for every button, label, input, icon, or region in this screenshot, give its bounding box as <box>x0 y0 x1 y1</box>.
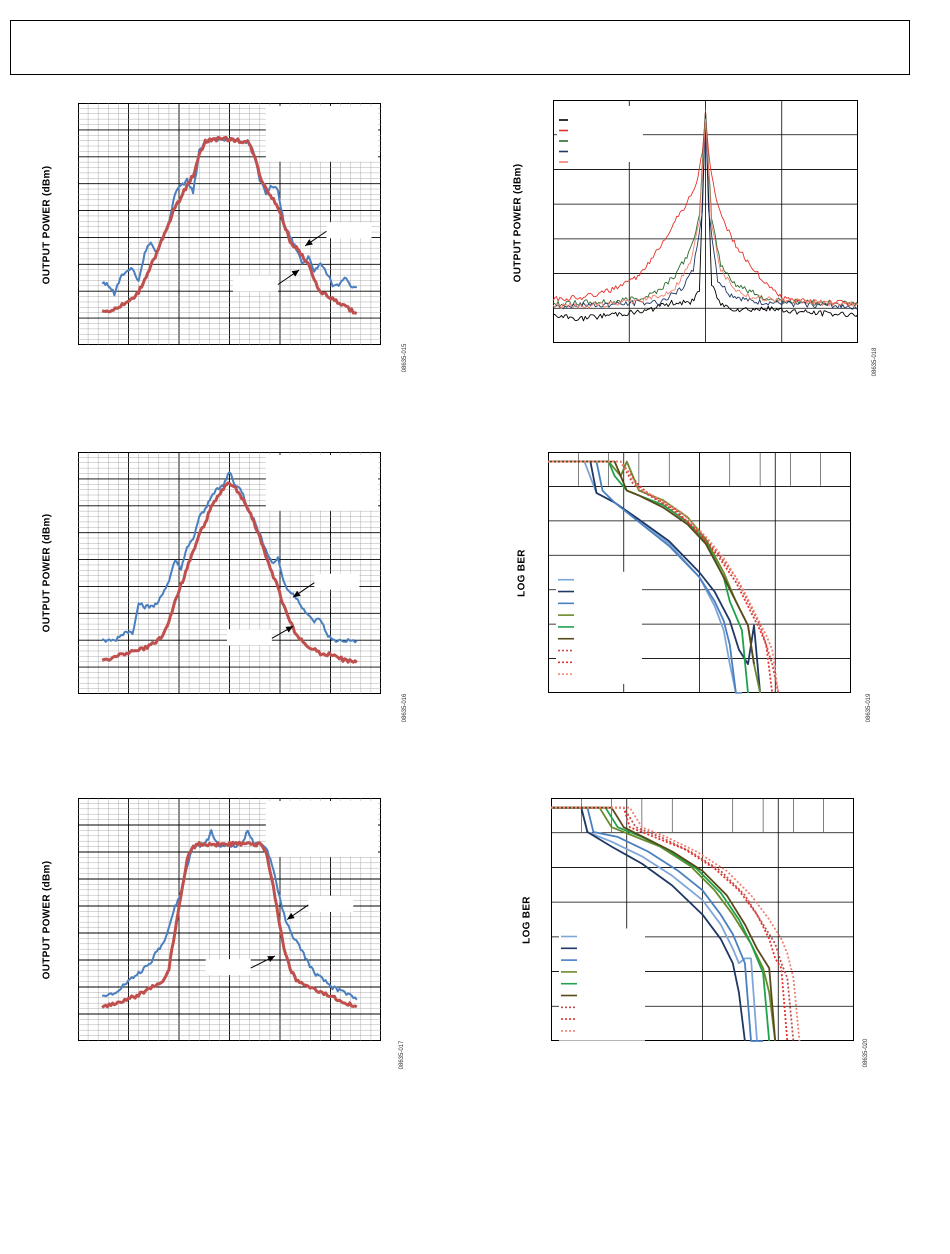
series-line <box>101 840 358 1009</box>
spectrum-chart-fig015 <box>78 103 381 345</box>
arrow-head <box>285 626 294 633</box>
spectrum-chart-fig018 <box>552 100 859 343</box>
spectrum-chart-fig017 <box>78 798 381 1041</box>
series-line <box>551 806 789 1042</box>
spectrum-chart-fig016 <box>78 452 381 694</box>
y-axis-label: LOG BER <box>516 549 528 597</box>
series-line <box>548 460 737 694</box>
legend-box <box>559 928 645 1041</box>
arrow-head <box>291 269 300 277</box>
series-line <box>101 481 358 664</box>
y-axis-label: OUTPUT POWER (dBm) <box>512 163 524 283</box>
annotation-box <box>232 275 278 292</box>
series-line <box>551 806 771 1042</box>
arrow-head <box>267 955 275 962</box>
figure-id: 08635-020 <box>863 1038 869 1068</box>
series-line <box>551 806 777 1042</box>
annotation-box <box>308 895 354 912</box>
arrow-head <box>293 590 301 598</box>
series-line <box>548 460 780 694</box>
y-axis-label: LOG BER <box>521 896 533 944</box>
series-line <box>101 471 358 644</box>
series-line <box>101 135 358 315</box>
legend-box <box>265 455 378 511</box>
ber-chart-fig020 <box>551 798 854 1042</box>
figure-id: 08635-016 <box>402 693 408 723</box>
figure-id: 08635-018 <box>872 347 878 377</box>
legend-box <box>265 801 378 857</box>
figure-id: 08635-019 <box>866 693 872 723</box>
series-line <box>552 118 859 310</box>
arrow-head <box>305 239 313 246</box>
y-axis-label: OUTPUT POWER (dBm) <box>41 165 53 285</box>
series-line <box>551 806 777 1042</box>
series-line <box>551 806 746 1042</box>
annotation-box <box>314 573 360 590</box>
arrow-head <box>287 912 295 920</box>
series-line <box>548 460 755 665</box>
annotation-box <box>226 629 272 646</box>
ber-chart-fig019 <box>548 452 851 694</box>
series-line <box>552 111 859 310</box>
series-line <box>548 460 774 694</box>
legend-box <box>556 571 642 684</box>
legend-box <box>557 106 643 162</box>
annotation-box <box>205 959 251 976</box>
page-header-box <box>10 20 910 75</box>
figure-id: 08635-015 <box>402 343 408 373</box>
y-axis-label: OUTPUT POWER (dBm) <box>41 513 53 633</box>
series-line <box>548 460 761 694</box>
series-line <box>551 806 795 1042</box>
annotation-box <box>326 222 372 239</box>
series-line <box>551 806 801 1042</box>
y-axis-label: OUTPUT POWER (dBm) <box>41 860 53 980</box>
series-line <box>552 110 859 308</box>
figure-id: 08635-017 <box>399 1040 405 1070</box>
series-line <box>551 806 764 1042</box>
legend-box <box>265 106 378 162</box>
